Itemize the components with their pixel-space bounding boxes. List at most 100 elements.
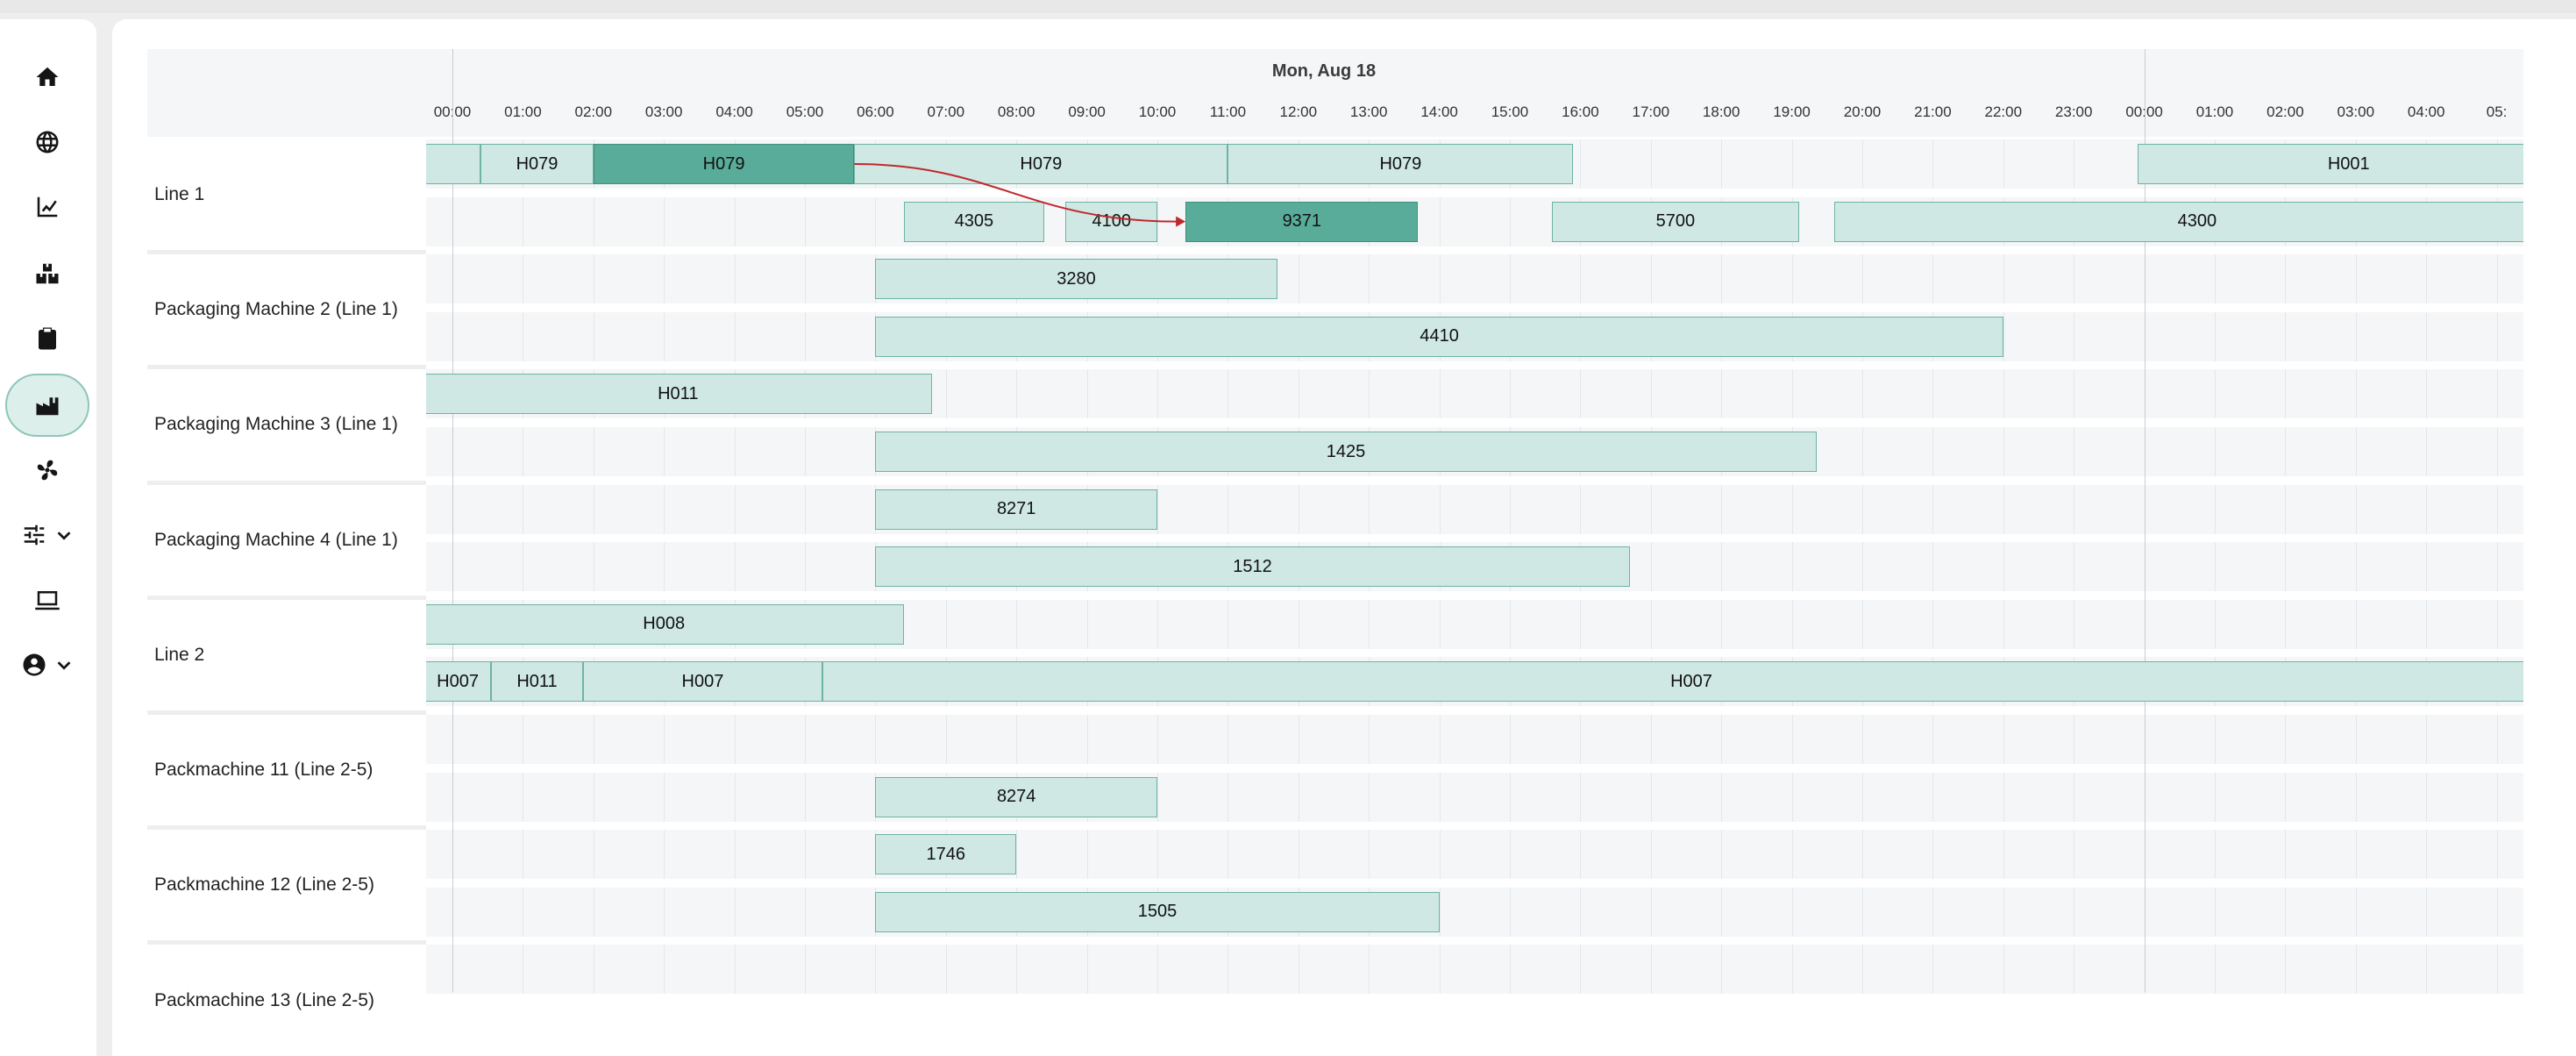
- nav-item-home[interactable]: [5, 46, 89, 109]
- grid-line: [1862, 427, 1863, 476]
- timeline-row: [426, 484, 2523, 534]
- timeline-row: [426, 715, 2523, 764]
- grid-line: [1157, 830, 1158, 880]
- gantt-bar[interactable]: H008: [426, 603, 904, 645]
- gantt-bar[interactable]: 1505: [875, 891, 1440, 932]
- gantt-bar[interactable]: [426, 144, 481, 184]
- gantt-bar[interactable]: 3280: [875, 259, 1277, 300]
- nav-item-fan[interactable]: [5, 439, 89, 502]
- grid-line: [2355, 830, 2357, 880]
- gantt-bar[interactable]: H011: [491, 661, 583, 703]
- grid-line: [1721, 369, 1723, 419]
- grid-line: [2003, 427, 2004, 476]
- gantt-bar[interactable]: 1746: [875, 834, 1017, 875]
- gantt-bar[interactable]: 8274: [875, 776, 1157, 817]
- gantt-bar[interactable]: 5700: [1552, 201, 1799, 242]
- nav-item-clipboard[interactable]: [5, 307, 89, 370]
- grid-line: [1721, 542, 1723, 592]
- grid-line: [1580, 484, 1582, 534]
- nav-item-globe[interactable]: [5, 111, 89, 174]
- home-icon: [34, 64, 60, 90]
- gantt-bar[interactable]: H079: [480, 144, 594, 184]
- hour-label: 05:: [2486, 103, 2508, 120]
- hour-label: 17:00: [1632, 103, 1670, 120]
- hour-label: 00:00: [433, 103, 472, 120]
- timeline-row: [426, 254, 2523, 304]
- hour-label: 01:00: [2195, 103, 2234, 120]
- grid-line: [2496, 715, 2498, 764]
- gantt-bar[interactable]: H007: [426, 661, 492, 703]
- hour-label: 13:00: [1349, 103, 1388, 120]
- hour-label: 14:00: [1420, 103, 1458, 120]
- grid-line: [1439, 196, 1441, 246]
- grid-line: [2003, 311, 2004, 361]
- grid-line: [1369, 945, 1370, 995]
- nav-item-account[interactable]: [5, 633, 89, 696]
- grid-line: [1932, 254, 1934, 304]
- grid-line: [2215, 772, 2216, 822]
- grid-line: [1439, 369, 1441, 419]
- gantt-bar[interactable]: 8271: [875, 489, 1157, 530]
- grid-line: [1016, 830, 1018, 880]
- grid-line: [1650, 945, 1652, 995]
- gantt-bar[interactable]: 1425: [875, 432, 1817, 472]
- grid-line: [2355, 427, 2357, 476]
- gantt-bar[interactable]: H079: [1228, 144, 1574, 184]
- grid-line: [2003, 715, 2004, 764]
- nav-item-factory[interactable]: [5, 374, 89, 437]
- nav-item-line-chart[interactable]: [5, 175, 89, 239]
- grid-line: [805, 542, 806, 592]
- nav-item-monitor[interactable]: [5, 568, 89, 631]
- grid-line: [2215, 254, 2216, 304]
- gantt-bar[interactable]: H007: [822, 661, 2523, 703]
- factory-icon: [34, 392, 60, 418]
- gantt-bar[interactable]: 4305: [903, 201, 1045, 242]
- grid-line: [1157, 196, 1158, 246]
- hour-label: 06:00: [857, 103, 894, 120]
- gantt-bar[interactable]: 4300: [1833, 201, 2523, 242]
- grid-line: [2496, 599, 2498, 649]
- grid-line: [2426, 830, 2428, 880]
- grid-line: [2003, 369, 2004, 419]
- chevron-down-icon: [54, 655, 74, 674]
- grid-line: [1369, 715, 1370, 764]
- gantt-bar[interactable]: H001: [2137, 144, 2523, 184]
- gantt-bar[interactable]: 4100: [1065, 201, 1157, 242]
- grid-line: [734, 311, 736, 361]
- grid-line: [2496, 369, 2498, 419]
- grid-line: [664, 311, 665, 361]
- grid-line: [734, 484, 736, 534]
- grid-line: [2003, 830, 2004, 880]
- grid-line: [2215, 830, 2216, 880]
- grid-line: [1862, 254, 1863, 304]
- grid-line: [1016, 715, 1018, 764]
- gantt-bar[interactable]: 1512: [875, 546, 1630, 588]
- hour-label: 03:00: [2337, 103, 2375, 120]
- grid-line: [734, 945, 736, 995]
- grid-line: [1157, 945, 1158, 995]
- grid-line: [1157, 715, 1158, 764]
- grid-line: [2215, 599, 2216, 649]
- grid-line: [1791, 945, 1793, 995]
- gantt-bar-selected[interactable]: H079: [593, 144, 855, 184]
- grid-line: [2215, 945, 2216, 995]
- gantt-bar[interactable]: H079: [854, 144, 1228, 184]
- grid-line: [1650, 772, 1652, 822]
- grid-line: [734, 715, 736, 764]
- grid-line: [664, 887, 665, 937]
- grid-line: [1369, 484, 1370, 534]
- group-divider: [147, 825, 426, 833]
- grid-line: [2426, 427, 2428, 476]
- gantt-timeline[interactable]: Mon, Aug 18 000:0001:0002:0003:0004:0005…: [426, 49, 2523, 1056]
- grid-line: [1791, 715, 1793, 764]
- grid-line: [1580, 887, 1582, 937]
- gantt-bar[interactable]: H011: [426, 374, 932, 415]
- grid-line: [1580, 599, 1582, 649]
- hour-label: 04:00: [2407, 103, 2445, 120]
- grid-line: [2003, 887, 2004, 937]
- nav-item-sliders[interactable]: [5, 503, 89, 567]
- gantt-bar[interactable]: 4410: [875, 316, 2003, 357]
- gantt-bar-selected[interactable]: 9371: [1185, 201, 1419, 242]
- nav-item-boxes[interactable]: [5, 242, 89, 305]
- gantt-bar[interactable]: H007: [582, 661, 823, 703]
